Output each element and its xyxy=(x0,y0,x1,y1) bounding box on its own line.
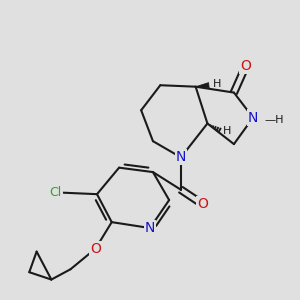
Text: Cl: Cl xyxy=(50,186,62,199)
Polygon shape xyxy=(196,82,209,88)
Text: N: N xyxy=(145,221,155,235)
Text: H: H xyxy=(213,79,221,89)
Text: —H: —H xyxy=(264,115,284,125)
Text: H: H xyxy=(223,126,231,136)
Text: O: O xyxy=(198,197,208,212)
Text: N: N xyxy=(176,150,186,164)
Text: O: O xyxy=(90,242,101,256)
Text: N: N xyxy=(248,111,258,124)
Text: O: O xyxy=(240,59,251,73)
